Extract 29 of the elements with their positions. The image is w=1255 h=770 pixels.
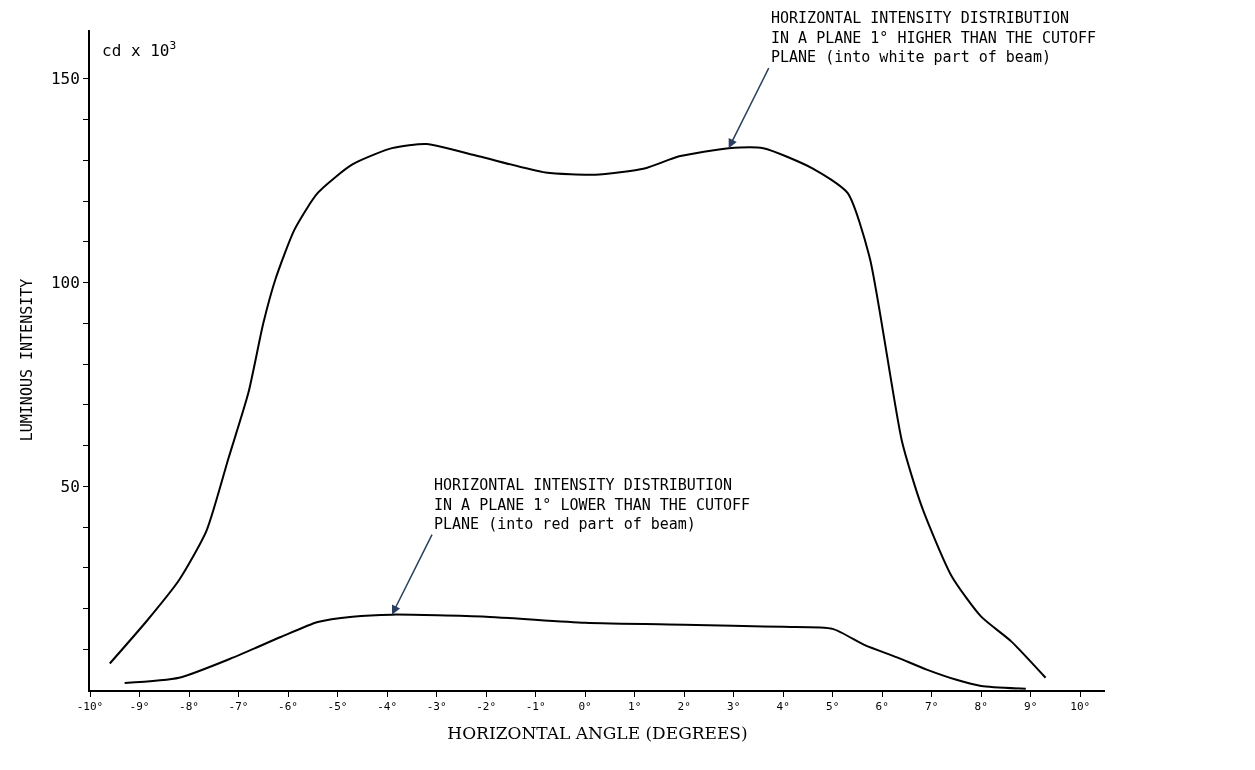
- x-tick-label: 10°: [1070, 700, 1091, 714]
- x-tick-label: -3°: [426, 700, 447, 714]
- x-tick-label: 5°: [826, 700, 840, 714]
- y-tick-label: 50: [60, 476, 80, 496]
- x-tick-label: 0°: [578, 700, 592, 714]
- x-tick-label: 2°: [677, 700, 691, 714]
- x-tick-label: 4°: [776, 700, 790, 714]
- x-tick-label: -8°: [179, 700, 199, 714]
- x-tick-label: -10°: [76, 700, 104, 714]
- x-axis-title: HORIZONTAL ANGLE (DEGREES): [447, 723, 748, 744]
- x-tick-label: 3°: [727, 700, 741, 714]
- x-tick-label: -2°: [476, 700, 497, 714]
- annotation: HORIZONTAL INTENSITY DISTRIBUTION IN A PLANE 1° LOWER THAN THE CUTOFF PLANE (into red part of beam): [434, 476, 751, 533]
- x-tick-label: -5°: [327, 700, 348, 714]
- y-tick-label: 100: [50, 273, 80, 293]
- x-tick-label: -4°: [377, 700, 398, 714]
- x-tick-label: -9°: [129, 700, 150, 714]
- annotation: cd x 10$^{3}$: [102, 39, 177, 60]
- y-tick-label: 150: [50, 69, 80, 89]
- y-axis-title: LUMINOUS INTENSITY: [17, 278, 36, 442]
- x-tick-label: -7°: [228, 700, 249, 714]
- x-tick-label: 9°: [1024, 700, 1038, 714]
- annotation: HORIZONTAL INTENSITY DISTRIBUTION IN A PLANE 1° HIGHER THAN THE CUTOFF PLANE (into white part of beam): [771, 9, 1097, 66]
- x-tick-label: -1°: [525, 700, 546, 714]
- x-tick-label: 8°: [974, 700, 988, 714]
- x-tick-label: -6°: [278, 700, 298, 714]
- x-tick-label: 6°: [875, 700, 889, 714]
- x-tick-label: 7°: [925, 700, 939, 714]
- x-tick-label: 1°: [628, 700, 642, 714]
